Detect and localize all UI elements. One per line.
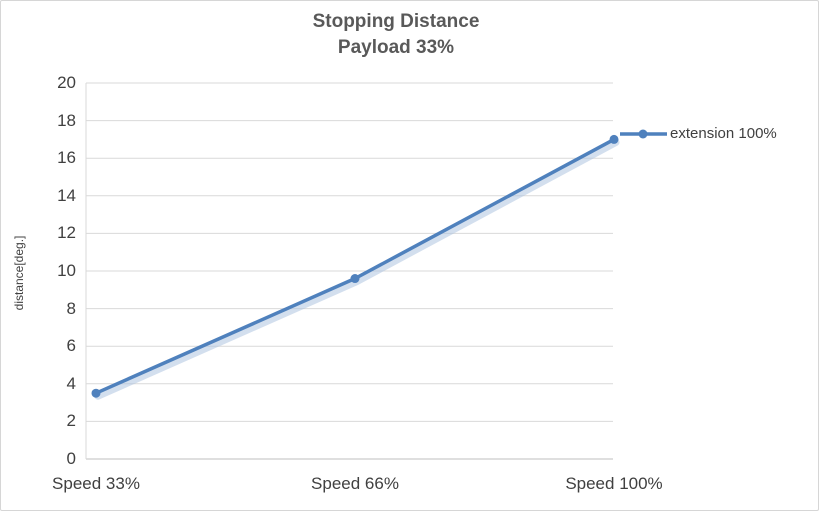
- y-tick-label: 12: [57, 223, 76, 243]
- y-tick-label: 18: [57, 110, 76, 130]
- x-category-label: Speed 100%: [565, 474, 663, 493]
- y-tick-label: 2: [66, 411, 76, 431]
- y-tick-label: 4: [66, 373, 76, 393]
- legend-label: extension 100%: [670, 125, 777, 142]
- data-point-marker[interactable]: [350, 274, 360, 284]
- y-tick-label: 10: [57, 261, 76, 280]
- legend-key-marker[interactable]: [638, 129, 648, 139]
- y-tick-label: 20: [57, 73, 76, 92]
- x-category-label: Speed 33%: [52, 474, 140, 493]
- data-point-marker[interactable]: [609, 134, 619, 144]
- series-line[interactable]: [94, 137, 616, 395]
- chart-title-line1: Stopping Distance: [312, 11, 480, 32]
- data-point-marker[interactable]: [91, 388, 101, 398]
- y-tick-label: 14: [57, 185, 76, 205]
- y-tick-label: 6: [66, 336, 76, 356]
- y-tick-label: 16: [57, 148, 76, 168]
- chart-title: Stopping Distance Payload 33%: [1, 9, 791, 61]
- chart-title-line2: Payload 33%: [337, 37, 455, 58]
- y-tick-label: 8: [66, 298, 76, 318]
- x-category-label: Speed 66%: [311, 474, 399, 493]
- y-tick-label: 0: [66, 449, 76, 468]
